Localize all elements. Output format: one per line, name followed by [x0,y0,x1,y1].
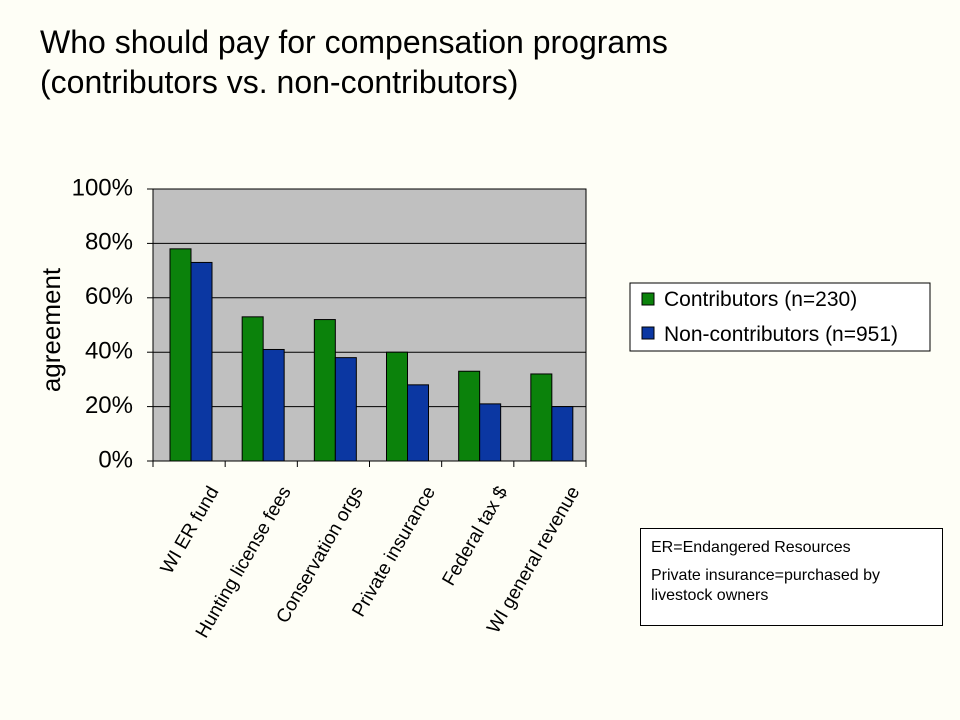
bar-non-contributors [407,384,429,462]
y-tick-label: 20% [85,392,133,419]
bar-contributors [169,248,192,462]
x-tick-label: Federal tax $ [439,483,513,590]
slide-title-line-2: (contributors vs. non-contributors) [40,64,519,100]
bar-non-contributors [551,406,574,462]
y-tick-label: 60% [85,283,133,310]
legend-label-contributors: Contributors (n=230) [664,288,857,311]
bar-non-contributors [190,261,213,462]
bar-contributors [241,316,264,462]
y-axis-label: agreement [36,267,66,392]
bars [169,248,574,462]
legend: Contributors (n=230) Non-contributors (n… [629,282,931,352]
legend-label-non-contributors: Non-contributors (n=951) [664,323,898,346]
x-tick-label: WI ER fund [157,483,224,578]
legend-swatch-contributors [641,292,655,306]
bar-contributors [386,351,408,462]
footnote-box: ER=Endangered Resources Private insuranc… [640,528,943,626]
bar-contributors [530,373,553,462]
y-tick-label: 40% [85,338,133,365]
slide-title: Who should pay for compensation programs… [40,22,940,102]
footnote-er: ER=Endangered Resources [651,539,851,556]
y-tick-label: 80% [85,229,133,256]
y-axis: 0% 20% 40% 60% 80% 100% [72,174,153,473]
legend-swatch-non-contributors [641,326,655,340]
footnote-private-insurance: Private insurance=purchased by livestock… [651,567,881,604]
bar-non-contributors [479,403,502,462]
y-tick-label: 100% [72,174,133,201]
bar-contributors [458,370,481,462]
slide-title-line-1: Who should pay for compensation programs [40,24,668,60]
legend-box [629,282,931,352]
bar-non-contributors [334,357,357,462]
bar-non-contributors [262,348,285,462]
y-tick-label: 0% [98,446,133,473]
gridlines [153,242,586,408]
x-tick-label: Private insurance [348,483,440,621]
bar-contributors [313,319,336,462]
plot-area [152,188,587,462]
